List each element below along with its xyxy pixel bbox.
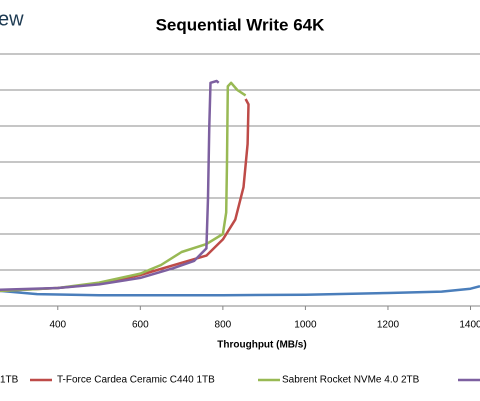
chart-title: Sequential Write 64K bbox=[156, 15, 326, 34]
x-tick-label: 600 bbox=[132, 320, 149, 331]
series-line bbox=[0, 79, 220, 292]
x-tick-label: 800 bbox=[215, 320, 232, 331]
legend-label: T-Force Cardea Ceramic C440 1TB bbox=[57, 375, 215, 386]
x-tick-label: 1200 bbox=[377, 320, 400, 331]
legend-label: 1TB bbox=[0, 375, 19, 386]
legend-label: Sabrent Rocket NVMe 4.0 2TB bbox=[282, 375, 420, 386]
series-line bbox=[0, 81, 247, 293]
x-tick-label: 1000 bbox=[294, 320, 317, 331]
x-axis-title: Throughput (MB/s) bbox=[217, 340, 306, 351]
series-line bbox=[0, 284, 480, 297]
series-line bbox=[0, 98, 250, 293]
x-tick-label: 1400 bbox=[459, 320, 480, 331]
brand: ew bbox=[0, 8, 24, 30]
x-tick-label: 400 bbox=[49, 320, 66, 331]
